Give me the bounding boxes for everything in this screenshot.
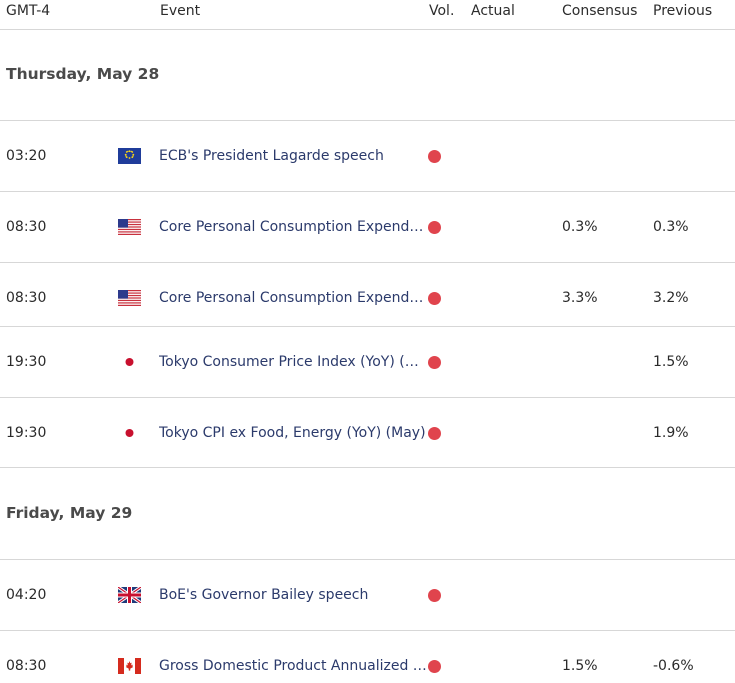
consensus-value: 1.5% bbox=[562, 658, 598, 674]
event-time: 08:30 bbox=[6, 290, 47, 306]
row-divider bbox=[0, 262, 735, 263]
previous-value: 1.5% bbox=[653, 354, 689, 370]
event-title[interactable]: Tokyo CPI ex Food, Energy (YoY) (May) bbox=[159, 425, 426, 441]
row-divider bbox=[0, 326, 735, 327]
event-time: 04:20 bbox=[6, 587, 47, 603]
event-time: 08:30 bbox=[6, 658, 47, 674]
event-title[interactable]: ECB's President Lagarde speech bbox=[159, 148, 384, 164]
high-volatility-indicator bbox=[428, 427, 441, 440]
row-divider bbox=[0, 120, 735, 121]
timezone-header: GMT-4 bbox=[6, 3, 51, 19]
event-time: 08:30 bbox=[6, 219, 47, 235]
previous-value: 3.2% bbox=[653, 290, 689, 306]
row-divider bbox=[0, 559, 735, 560]
header-divider bbox=[0, 29, 735, 30]
high-volatility-indicator bbox=[428, 589, 441, 602]
day-heading: Friday, May 29 bbox=[6, 504, 133, 522]
volatility-column-header[interactable]: Vol. bbox=[429, 3, 455, 19]
row-divider bbox=[0, 191, 735, 192]
row-divider bbox=[0, 397, 735, 398]
event-title[interactable]: Tokyo Consumer Price Index (YoY) (M… bbox=[159, 354, 427, 370]
jp-flag-icon bbox=[118, 354, 141, 370]
row-divider bbox=[0, 467, 735, 468]
consensus-value: 3.3% bbox=[562, 290, 598, 306]
us-flag-icon bbox=[118, 219, 141, 235]
event-title[interactable]: BoE's Governor Bailey speech bbox=[159, 587, 369, 603]
previous-value: -0.6% bbox=[653, 658, 694, 674]
previous-value: 1.9% bbox=[653, 425, 689, 441]
event-title[interactable]: Core Personal Consumption Expendit… bbox=[159, 219, 427, 235]
day-heading: Thursday, May 28 bbox=[6, 65, 160, 83]
previous-column-header[interactable]: Previous bbox=[653, 3, 713, 19]
ca-flag-icon bbox=[118, 658, 141, 674]
us-flag-icon bbox=[118, 290, 141, 306]
consensus-value: 0.3% bbox=[562, 219, 598, 235]
actual-column-header[interactable]: Actual bbox=[471, 3, 515, 19]
event-time: 03:20 bbox=[6, 148, 47, 164]
event-time: 19:30 bbox=[6, 354, 47, 370]
previous-value: 0.3% bbox=[653, 219, 689, 235]
high-volatility-indicator bbox=[428, 150, 441, 163]
high-volatility-indicator bbox=[428, 660, 441, 673]
event-title[interactable]: Gross Domestic Product Annualized (… bbox=[159, 658, 427, 674]
high-volatility-indicator bbox=[428, 221, 441, 234]
consensus-column-header[interactable]: Consensus bbox=[562, 3, 638, 19]
high-volatility-indicator bbox=[428, 356, 441, 369]
event-title[interactable]: Core Personal Consumption Expendit… bbox=[159, 290, 427, 306]
high-volatility-indicator bbox=[428, 292, 441, 305]
row-divider bbox=[0, 630, 735, 631]
event-column-header[interactable]: Event bbox=[160, 3, 201, 19]
eu-flag-icon bbox=[118, 148, 141, 164]
event-time: 19:30 bbox=[6, 425, 47, 441]
uk-flag-icon bbox=[118, 587, 141, 603]
jp-flag-icon bbox=[118, 425, 141, 441]
